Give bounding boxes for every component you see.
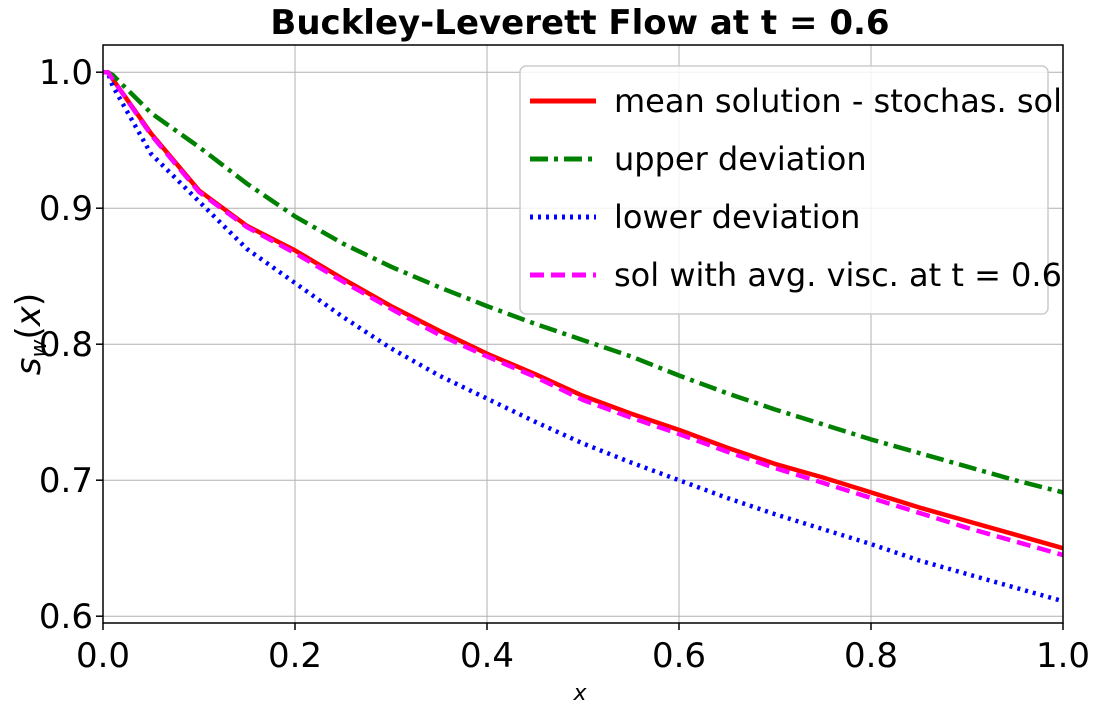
y-tick-label: 1.0 <box>39 53 93 93</box>
x-tick-label: 0.0 <box>76 636 130 676</box>
legend-label-4: sol with avg. visc. at t = 0.6 <box>614 256 1062 294</box>
x-tick-label: 1.0 <box>1036 636 1090 676</box>
y-tick-label: 0.8 <box>39 325 93 365</box>
x-tick-label: 0.4 <box>460 636 514 676</box>
legend-box <box>519 65 1049 315</box>
chart-title: Buckley-Leverett Flow at t = 0.6 <box>270 3 889 43</box>
series-line-3 <box>103 69 1064 604</box>
series-line-2 <box>103 69 1064 495</box>
x-axis-label: x <box>572 681 587 702</box>
legend-label-3: lower deviation <box>614 198 860 236</box>
x-tick-label: 0.2 <box>268 636 322 676</box>
y-tick-label: 0.7 <box>39 461 93 501</box>
y-axis-label: sw(x) <box>9 293 52 375</box>
x-tick-label: 0.8 <box>844 636 898 676</box>
y-tick-label: 0.6 <box>39 597 93 637</box>
series-line-4 <box>103 69 1064 558</box>
y-tick-label: 0.9 <box>39 189 93 229</box>
x-tick-label: 0.6 <box>652 636 706 676</box>
legend: mean solution - stochas. sol upper deviat… <box>519 65 1062 315</box>
series-layer <box>103 69 1064 604</box>
ticks: 0.0 0.2 0.4 0.6 0.8 1.0 0.6 0.7 0.8 0.9 1.0 <box>39 53 1090 676</box>
legend-label-2: upper deviation <box>614 140 867 178</box>
legend-label-1: mean solution - stochas. sol <box>614 82 1062 120</box>
plot-frame <box>102 44 1064 624</box>
